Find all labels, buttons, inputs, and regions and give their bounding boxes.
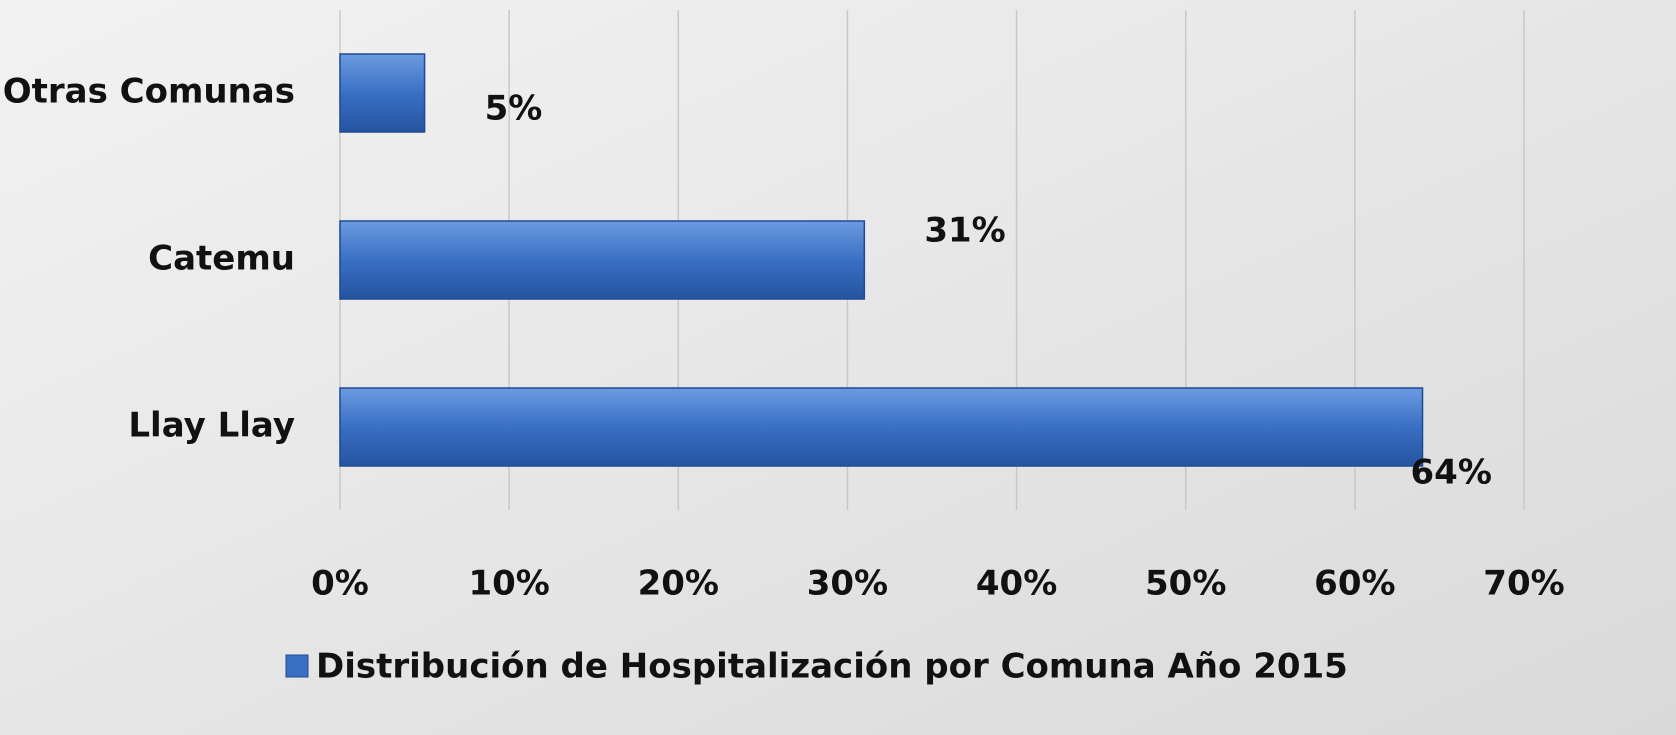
- x-tick-label: 30%: [807, 564, 888, 604]
- legend-swatch: [286, 655, 308, 677]
- y-tick-label: Catemu: [148, 239, 295, 279]
- x-tick-label: 0%: [311, 564, 369, 604]
- data-label: 5%: [485, 89, 543, 129]
- data-label: 64%: [1411, 453, 1492, 493]
- legend-label: Distribución de Hospitalización por Comu…: [316, 647, 1348, 687]
- y-tick-label: Otras Comunas: [3, 72, 295, 112]
- bar: [340, 221, 864, 299]
- x-tick-label: 40%: [976, 564, 1057, 604]
- data-label: 31%: [924, 211, 1005, 251]
- y-tick-label: Llay Llay: [128, 406, 295, 446]
- x-tick-label: 60%: [1314, 564, 1395, 604]
- x-tick-label: 50%: [1145, 564, 1226, 604]
- chart: 0% 10% 20% 30% 40% 50% 60% 70% Otras Comunas 5% Ca…: [0, 0, 1676, 735]
- bar: [340, 54, 425, 132]
- x-tick-label: 70%: [1483, 564, 1564, 604]
- x-tick-label: 20%: [638, 564, 719, 604]
- x-tick-label: 10%: [468, 564, 549, 604]
- bar: [340, 388, 1423, 466]
